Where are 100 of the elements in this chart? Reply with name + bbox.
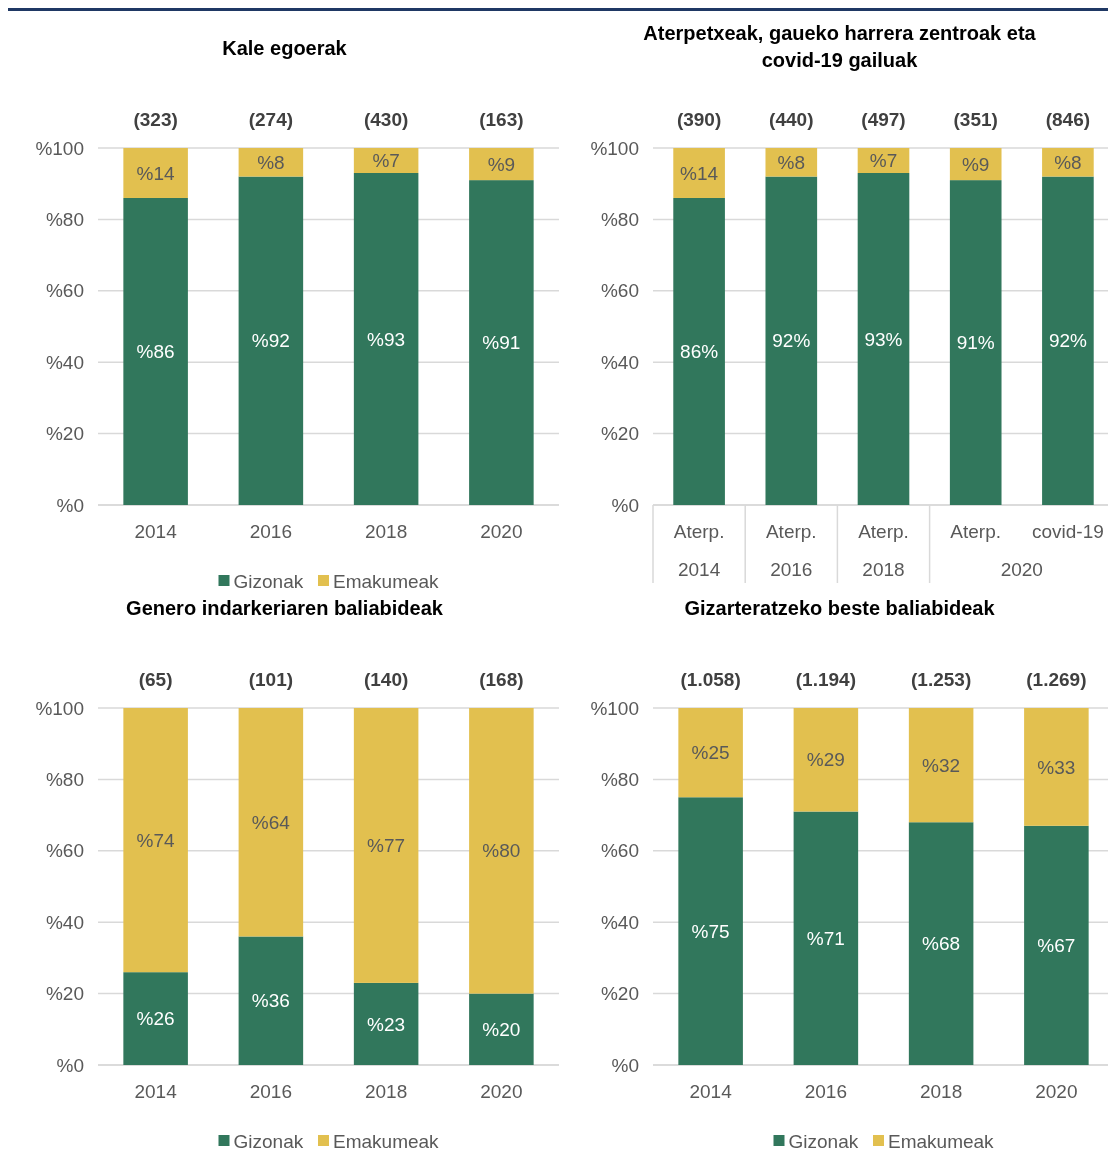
data-label: %8 xyxy=(257,151,285,173)
chart-title: Genero indarkeriaren baliabideak xyxy=(126,597,444,619)
chart-title: Kale egoerak xyxy=(222,37,348,59)
bar xyxy=(678,797,743,1065)
x-tick-label: 2016 xyxy=(249,520,293,542)
legend-label: Emakumeak xyxy=(333,570,440,592)
bar xyxy=(469,148,534,181)
x-tick-label: Aterp. xyxy=(765,520,817,542)
x-tick-label: 2018 xyxy=(364,520,408,542)
text: (390) xyxy=(676,109,722,130)
y-tick-label: %20 xyxy=(600,423,639,445)
data-label: %91 xyxy=(482,332,521,354)
legend-label: Emakumeak xyxy=(333,1130,440,1152)
bar xyxy=(1024,825,1089,1065)
x-tick-label: 2020 xyxy=(480,1080,523,1102)
y-tick-label: %60 xyxy=(600,280,639,302)
data-label: %26 xyxy=(136,1008,175,1030)
data-label: %29 xyxy=(806,749,845,771)
bar xyxy=(238,176,304,505)
y-tick-label: %20 xyxy=(45,423,84,445)
data-label: %14 xyxy=(680,162,719,184)
y-tick-label: %100 xyxy=(35,697,84,719)
x-tick-label: 2016 xyxy=(804,1080,848,1102)
y-tick-label: %40 xyxy=(45,911,84,933)
bar xyxy=(469,180,534,505)
y-tick-label: %0 xyxy=(56,494,84,516)
bar xyxy=(238,936,304,1065)
data-label: %9 xyxy=(487,153,516,175)
text: (168) xyxy=(479,669,524,690)
y-tick-label: %0 xyxy=(611,494,639,516)
y-tick-label: %20 xyxy=(45,983,84,1005)
text: (65) xyxy=(138,669,173,690)
data-label: 92% xyxy=(772,330,811,352)
bar xyxy=(123,197,188,505)
bar xyxy=(469,708,534,994)
y-tick-label: %40 xyxy=(600,911,639,933)
data-label: %7 xyxy=(869,150,898,172)
x-tick-label: 2016 xyxy=(249,1080,293,1102)
bar xyxy=(673,197,725,505)
data-label: %25 xyxy=(691,742,730,764)
text: (140) xyxy=(363,669,409,690)
data-label: %80 xyxy=(482,840,521,862)
bar xyxy=(793,811,859,1065)
data-label: %9 xyxy=(961,153,990,175)
x-tick-label: 2014 xyxy=(689,1080,733,1102)
data-label: %86 xyxy=(136,341,175,363)
legend-label: Gizonak xyxy=(788,1130,859,1152)
text: (440) xyxy=(769,109,814,130)
data-label: %23 xyxy=(367,1013,406,1035)
text: (1.269) xyxy=(1026,669,1087,690)
text: 2014 xyxy=(677,558,721,580)
x-tick-label: 2014 xyxy=(134,1080,178,1102)
text: (497) xyxy=(861,109,906,130)
bar xyxy=(908,822,974,1065)
bar xyxy=(123,148,188,198)
y-tick-label: %60 xyxy=(45,280,84,302)
chart-title: Gizarteratzeko beste baliabideak xyxy=(684,597,996,619)
data-label: %64 xyxy=(251,811,291,833)
y-tick-label: %40 xyxy=(45,351,84,373)
data-label: %77 xyxy=(367,835,406,857)
x-tick-label: 2020 xyxy=(480,520,523,542)
y-tick-label: %0 xyxy=(611,1054,639,1076)
text: (351) xyxy=(953,109,998,130)
x-tick-label: 2018 xyxy=(919,1080,963,1102)
x-tick-label: Aterp. xyxy=(950,520,1002,542)
bar xyxy=(238,708,304,937)
data-label: %71 xyxy=(806,927,845,949)
data-label: 86% xyxy=(680,341,719,363)
text: (323) xyxy=(133,109,178,130)
data-label: %74 xyxy=(136,829,176,851)
y-tick-label: %100 xyxy=(590,697,639,719)
bar xyxy=(1042,176,1094,505)
text: (101) xyxy=(248,669,294,690)
data-label: %7 xyxy=(372,150,400,172)
x-tick-label: 2020 xyxy=(1035,1080,1078,1102)
x-tick-label: Aterp. xyxy=(858,520,909,542)
y-tick-label: %80 xyxy=(45,769,84,791)
y-tick-label: %80 xyxy=(45,209,84,231)
data-label: %14 xyxy=(136,162,176,184)
data-label: %67 xyxy=(1037,935,1076,957)
data-label: 92% xyxy=(1048,330,1088,352)
bar xyxy=(908,708,974,823)
chart-title: Aterpetxeak, gaueko harrera zentroak eta covid-19 gailuak xyxy=(643,22,1037,71)
bar xyxy=(1024,708,1089,826)
y-tick-label: %60 xyxy=(45,840,84,862)
y-tick-label: %80 xyxy=(600,769,639,791)
text: (1.194) xyxy=(795,669,856,690)
text: 2020 xyxy=(1000,558,1043,580)
text: 2018 xyxy=(862,558,905,580)
bar xyxy=(793,708,859,812)
bar xyxy=(673,148,725,198)
bar xyxy=(857,172,910,505)
bar xyxy=(353,172,419,505)
data-label: %8 xyxy=(1054,151,1082,173)
data-label: %68 xyxy=(922,933,961,955)
x-tick-label: Aterp. xyxy=(673,520,725,542)
data-label: %92 xyxy=(251,330,290,352)
text: (163) xyxy=(479,109,524,130)
y-tick-label: %0 xyxy=(56,1054,84,1076)
data-label: 93% xyxy=(864,328,903,350)
